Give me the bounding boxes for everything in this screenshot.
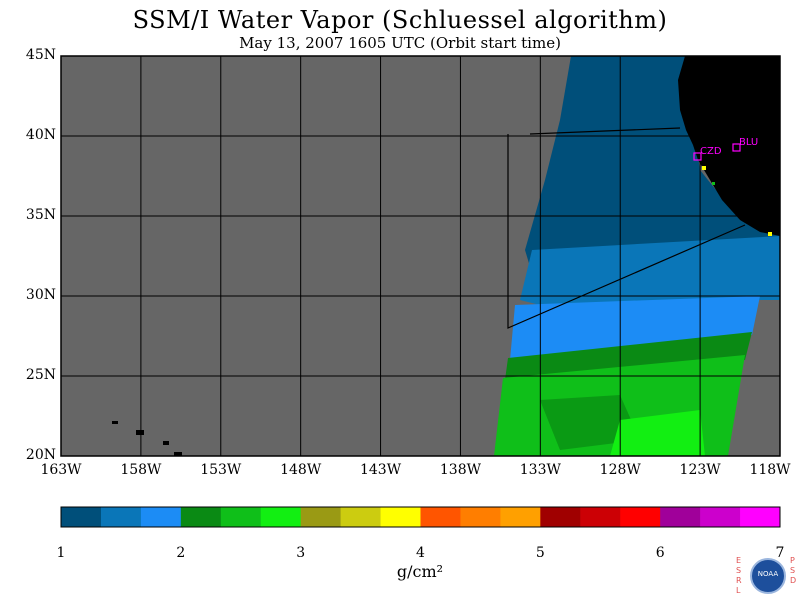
colorbar-swatch	[420, 507, 461, 527]
lon-tick-label: 133W	[519, 462, 561, 478]
lon-tick-label: 158W	[120, 462, 162, 478]
lat-tick-label: 25N	[25, 367, 56, 383]
noaa-emblem: NOAA	[750, 558, 786, 594]
swath-band-2.5-3-dark	[505, 332, 752, 380]
island	[174, 452, 182, 456]
colorbar-swatch	[580, 507, 621, 527]
station-label-czd: CZD	[700, 146, 722, 157]
station-marker-blu	[732, 143, 741, 152]
lon-tick-label: 153W	[200, 462, 242, 478]
swath-band-1.5-2	[520, 236, 780, 305]
region-box	[507, 134, 746, 329]
colorbar-tick-label: 6	[655, 545, 665, 561]
swath-band-light-patch	[610, 410, 705, 456]
swath-band-dark-patch	[540, 395, 640, 450]
colorbar-swatch	[340, 507, 382, 527]
colorbar-tick-label: 3	[296, 545, 306, 561]
land-mass	[678, 56, 780, 236]
colorbar-swatch	[620, 507, 661, 527]
colorbar-swatch	[300, 507, 342, 527]
lat-tick-label: 40N	[25, 127, 56, 143]
colorbar-tick-label: 5	[535, 545, 545, 561]
colorbar-swatch	[61, 507, 102, 527]
island	[112, 421, 118, 424]
lon-tick-label: 128W	[599, 462, 641, 478]
colorbar-unit: g/cm²	[396, 562, 444, 581]
lon-tick-label: 163W	[40, 462, 82, 478]
colorbar-swatch	[260, 507, 302, 527]
lon-tick-label: 148W	[280, 462, 322, 478]
swath-band-1-1.5	[525, 56, 780, 300]
colorbar-frame	[60, 506, 781, 528]
colorbar-tick-label: 1	[56, 545, 66, 561]
lon-tick-label: 123W	[679, 462, 721, 478]
colorbar-swatch	[660, 507, 701, 527]
colorbar-swatch	[380, 507, 421, 527]
lon-tick-label: 143W	[359, 462, 402, 478]
colorbar-swatch	[540, 507, 581, 527]
map-title: SSM/I Water Vapor (Schluessel algorithm)	[132, 6, 668, 34]
colorbar-swatch	[220, 507, 262, 527]
lon-tick-label: 138W	[439, 462, 481, 478]
island	[163, 441, 169, 445]
swath-band-2-2.5	[510, 296, 760, 360]
colorbar-tick-label: 4	[416, 545, 425, 561]
colorbar-swatch	[700, 507, 741, 527]
colorbar-swatch	[740, 507, 781, 527]
colorbar-tick-label: 2	[176, 545, 186, 561]
lon-tick-label: 118W	[749, 462, 791, 478]
island	[136, 430, 144, 435]
colorbar	[61, 507, 781, 527]
colorbar-swatch	[500, 507, 541, 527]
lat-tick-label: 20N	[25, 447, 56, 463]
map-subtitle: May 13, 2007 1605 UTC (Orbit start time)	[239, 34, 561, 52]
lat-tick-label: 45N	[25, 47, 56, 63]
colorbar-tick-label: 7	[775, 545, 785, 561]
station-marker-czd	[693, 152, 702, 161]
colorbar-swatch	[180, 507, 222, 527]
lat-tick-label: 30N	[25, 287, 56, 303]
colorbar-swatch	[140, 507, 182, 527]
station-label-blu: BLU	[739, 137, 759, 148]
map-frame	[60, 55, 781, 457]
lat-tick-label: 35N	[25, 207, 56, 223]
colorbar-swatch	[100, 507, 142, 527]
colorbar-swatch	[460, 507, 501, 527]
